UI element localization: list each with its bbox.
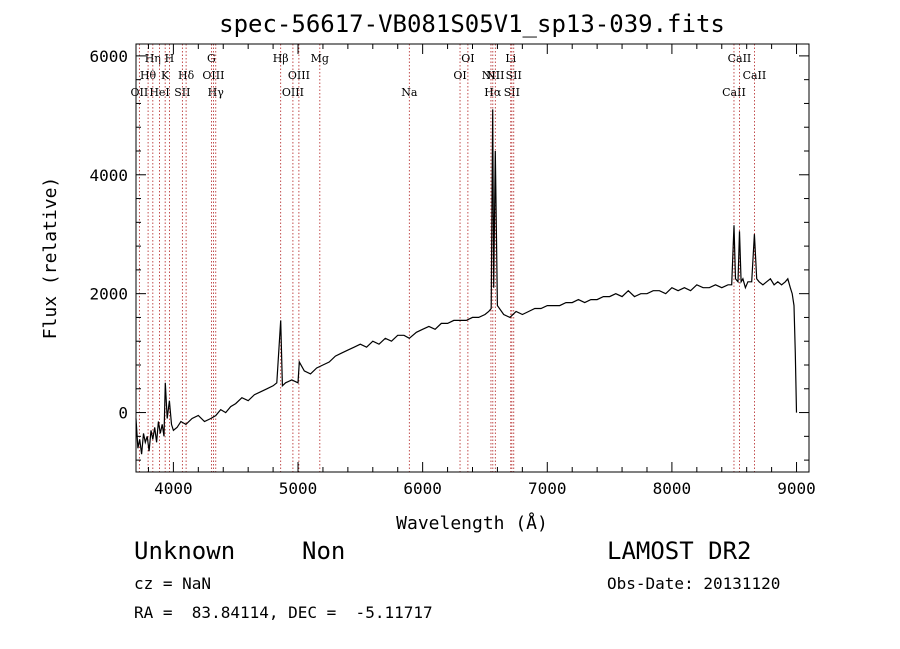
line-marker-label: Na: [401, 86, 418, 99]
line-marker-label: HeI: [149, 86, 169, 99]
spectrum-line: [135, 109, 798, 455]
line-marker-label: Hη: [145, 52, 161, 65]
line-marker-label: SII: [506, 69, 522, 82]
line-marker-label: G: [207, 52, 216, 65]
line-marker-label: Mg: [311, 52, 329, 65]
line-marker-label: OI: [453, 69, 466, 82]
line-marker-label: Hβ: [273, 52, 289, 65]
line-marker-label: CaII: [743, 69, 767, 82]
redshift-cz: cz = NaN: [134, 574, 212, 593]
line-marker-label: SII: [504, 86, 520, 99]
y-axis-label: Flux (relative): [40, 177, 61, 340]
line-marker-label: Hδ: [178, 69, 195, 82]
line-marker-label: CaII: [728, 52, 752, 65]
plot-frame: [135, 43, 810, 473]
line-marker-label: Hγ: [208, 86, 225, 99]
line-marker-label: Hα: [484, 86, 502, 99]
y-tick-label: 0: [118, 404, 128, 423]
x-tick-label: 9000: [777, 479, 816, 498]
x-tick-label: 4000: [154, 479, 193, 498]
x-tick-label: 7000: [528, 479, 567, 498]
line-marker-label: H: [165, 52, 175, 65]
line-marker-label: CaII: [722, 86, 746, 99]
x-tick-label: 5000: [279, 479, 318, 498]
object-class: Unknown: [134, 537, 236, 565]
line-marker-label: K: [161, 69, 170, 82]
line-marker-label: OIII: [282, 86, 304, 99]
object-subclass: Non: [302, 537, 346, 565]
x-tick-label: 6000: [403, 479, 442, 498]
survey-name: LAMOST DR2: [607, 537, 752, 565]
line-marker-label: Li: [505, 52, 516, 65]
obs-date: Obs-Date: 20131120: [607, 574, 781, 593]
y-tick-label: 4000: [89, 166, 128, 185]
x-tick-label: 8000: [653, 479, 692, 498]
line-marker-label: OI: [461, 52, 474, 65]
y-tick-label: 6000: [89, 47, 128, 66]
line-marker-label: OIII: [288, 69, 310, 82]
line-marker-label: OIII: [202, 69, 224, 82]
line-markers: OIIHθHηHeIKHSIIHδGOIIIHγHβOIIIOIIIMgNaOI…: [131, 44, 767, 472]
chart-title: spec-56617-VB081S05V1_sp13-039.fits: [219, 10, 725, 38]
line-marker-label: Hθ: [140, 69, 157, 82]
x-axis-label: Wavelength (Å): [396, 512, 548, 534]
line-marker-label: NII: [486, 69, 504, 82]
line-marker-label: OII: [131, 86, 149, 99]
y-tick-label: 2000: [89, 285, 128, 304]
axis-ticks: 4000 5000 6000 7000 8000 9000 0 2000 4000 6000: [89, 44, 816, 498]
line-marker-label: SII: [174, 86, 190, 99]
coordinates: RA = 83.84114, DEC = -5.11717: [134, 603, 433, 622]
